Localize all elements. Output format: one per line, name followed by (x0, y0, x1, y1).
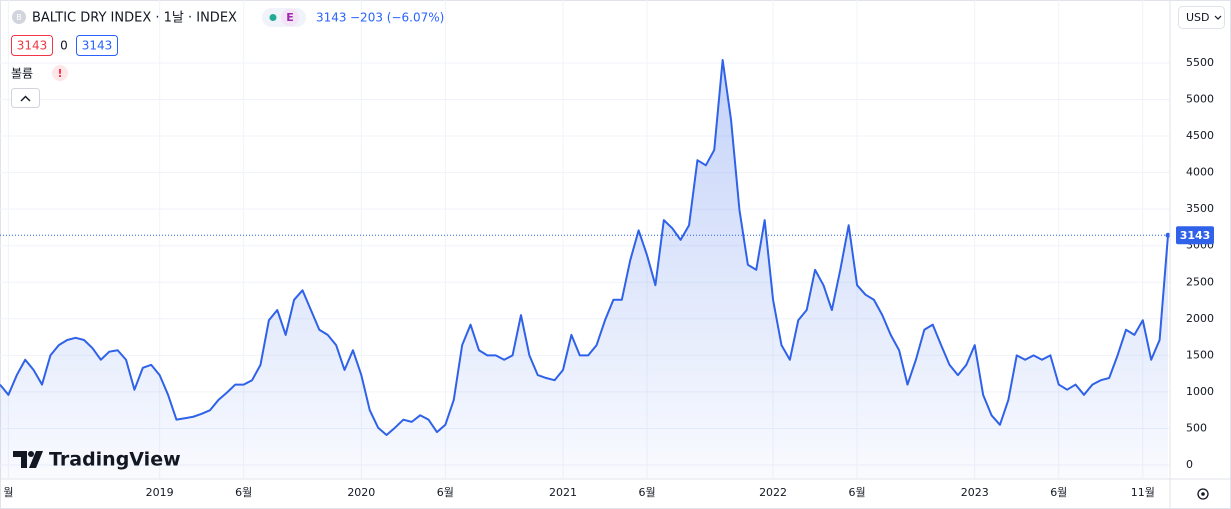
spread: 0 (60, 39, 68, 53)
y-tick-label: 500 (1186, 421, 1207, 434)
y-tick-label: 2000 (1186, 312, 1214, 325)
area-fill (0, 60, 1168, 478)
x-tick-label: 2023 (961, 486, 989, 499)
x-tick-label: 6월 (437, 486, 454, 499)
badge: E (286, 11, 294, 24)
x-tick-label: 6월 (1050, 486, 1067, 499)
logo-dot (28, 451, 34, 457)
y-tick-label: 4000 (1186, 166, 1214, 179)
x-tick-label: 11월 (1131, 486, 1155, 499)
price-change: −203 (−6.07%) (350, 11, 444, 25)
ask: 3143 (82, 39, 113, 53)
y-tick-label: 5500 (1186, 56, 1214, 69)
x-tick-label: 6월 (235, 486, 252, 499)
x-tick-label: 2019 (146, 486, 174, 499)
x-tick-label: 6월 (638, 486, 655, 499)
y-tick-label: 1500 (1186, 348, 1214, 361)
logo-mark (13, 451, 43, 468)
last-price: 3143 (316, 11, 347, 25)
x-tick-label: 2022 (759, 486, 787, 499)
bid-box[interactable] (11, 35, 53, 56)
y-tick-label: 5000 (1186, 93, 1214, 106)
status-dot (269, 14, 277, 21)
symbol-title: BALTIC DRY INDEX · 1날 · INDEX (32, 11, 237, 26)
ask-box[interactable] (76, 35, 118, 56)
settings-dot (1201, 492, 1205, 496)
y-tick-label: 4500 (1186, 129, 1214, 142)
chevron (20, 95, 31, 102)
settings-icon[interactable] (1197, 488, 1209, 500)
logo-text: TradingView (49, 449, 181, 471)
y-tick-label: 1000 (1186, 385, 1214, 398)
x-tick-label: 2020 (347, 486, 375, 499)
last-price-tag (1176, 226, 1214, 245)
volume-label: 볼륨 (11, 67, 33, 81)
x-tick-label: 월 (3, 486, 13, 499)
y-tick-label: 2500 (1186, 275, 1214, 288)
x-tick-label: 6월 (849, 486, 866, 499)
currency-button[interactable] (1178, 6, 1225, 29)
caret (1214, 15, 1222, 20)
symbol-icon (12, 10, 26, 24)
y-tick-label: 3500 (1186, 202, 1214, 215)
x-tick-label: 2021 (549, 486, 577, 499)
currency: USD (1186, 11, 1210, 24)
badge-bg (281, 9, 299, 26)
bid: 3143 (17, 39, 48, 53)
last-price-label: 3143 (1180, 229, 1211, 242)
last-point (1165, 232, 1171, 238)
svg-text:B: B (16, 13, 22, 22)
collapse-button[interactable] (11, 88, 40, 108)
y-tick-label: 0 (1186, 458, 1193, 471)
alert: ! (57, 67, 62, 80)
price-line (0, 59, 1169, 437)
alert-icon[interactable] (52, 65, 68, 81)
